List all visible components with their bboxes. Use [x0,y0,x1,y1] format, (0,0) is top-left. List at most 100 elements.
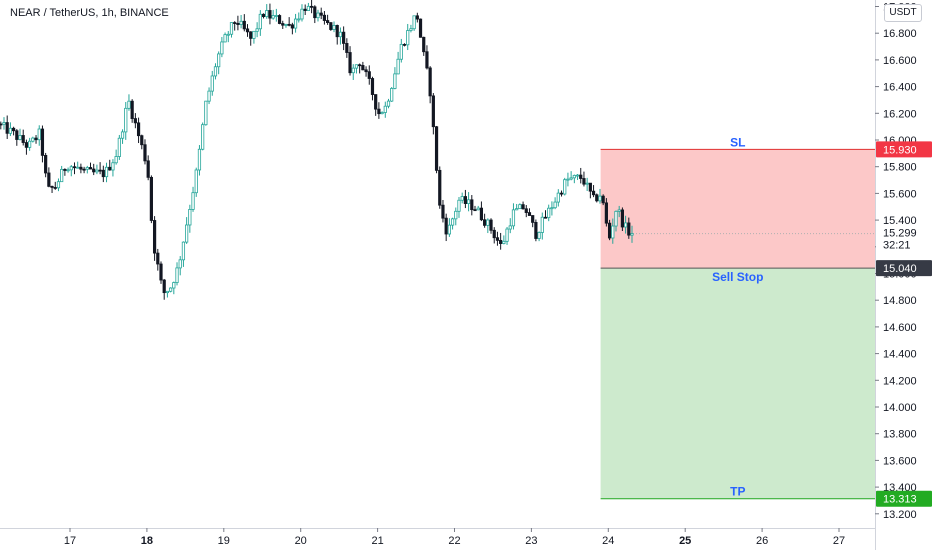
candle [569,171,573,181]
candle-body [245,28,250,33]
candle [88,162,93,170]
candle-body [34,137,38,141]
candle-body [611,225,615,239]
candle [630,225,634,243]
candle [470,195,474,216]
candle-body [213,66,218,77]
candle [335,24,339,45]
candle-body [390,88,394,102]
candle [152,216,157,261]
candle [249,31,253,46]
candle [515,203,519,211]
candle-body [98,169,102,172]
candle [185,217,189,244]
candle-body [204,100,208,126]
candle [210,70,214,96]
symbol-title[interactable]: NEAR / TetherUS, 1h, BINANCE [8,7,171,19]
candle [367,65,371,85]
candle-body [66,169,70,172]
time-tick-label: 22 [448,535,460,547]
tp-label: TP [730,485,745,499]
candle [159,261,163,284]
candle-body [422,36,426,53]
candle-body [60,168,64,183]
candle-body [447,224,451,235]
candle-body [575,174,580,177]
tp-price-tag-bg [876,490,932,507]
candle [345,38,349,58]
price-tick-label: 14.400 [883,349,917,361]
candle [15,129,19,146]
candle [550,201,554,216]
candle-body [450,218,455,226]
candle-body [425,51,429,69]
candle-body [527,212,532,216]
candle-body [524,208,528,213]
candle-body [88,167,93,170]
candle [463,189,467,209]
candle-body [149,176,153,221]
candle [370,76,375,101]
candle-body [591,190,596,196]
candle-body [47,172,51,187]
candle-body [220,41,224,55]
candle [197,145,202,176]
candle [534,219,538,242]
candle [252,30,256,44]
candle [412,15,416,31]
candle [8,122,13,137]
candle [239,15,243,29]
position-labels: SL Sell Stop TP [712,135,763,498]
candle-body [380,112,384,115]
candle-body [18,135,22,140]
sl-price-tag-bg [876,141,932,158]
candle [505,226,509,245]
stop-loss-zone[interactable] [600,149,875,269]
candle-body [399,43,403,60]
candle [620,207,624,231]
candle-body [444,217,448,235]
candles-group [0,0,634,300]
candle-body [466,199,471,204]
candle [56,178,61,192]
candle [358,63,362,74]
take-profit-zone[interactable] [600,268,875,499]
candle-body [146,160,150,178]
candle-body [342,31,346,44]
candle-body [120,131,125,139]
candle-body [563,179,567,195]
currency-button[interactable]: USDT [884,4,922,22]
candle [425,45,429,70]
price-tick-label: 13.600 [883,455,917,467]
candle-body [598,195,602,202]
candle-body [108,166,112,171]
candle-body [370,78,375,95]
candle-body [505,228,509,242]
candle [396,51,400,75]
time-tick-label: 19 [218,535,230,547]
candle [326,14,330,25]
candle [47,167,51,188]
time-axis[interactable]: 17 18 19 20 21 22 23 24 25 26 27 [0,528,875,550]
candle-body [617,209,621,212]
candle [229,22,234,38]
candle [604,198,608,227]
candle-body [191,192,195,210]
sell-stop-label: Sell Stop [712,270,763,284]
candle-body [595,194,599,202]
time-tick-label: 27 [833,535,845,547]
candle [342,26,346,51]
candle-body [396,58,400,75]
candle [287,17,291,27]
candle [165,290,170,298]
candle [585,177,589,192]
candle-body [114,156,118,164]
price-tick-label: 15.600 [883,188,917,200]
candle-body [406,30,410,46]
sl-label: SL [730,135,745,149]
candle [524,205,528,218]
candle [66,167,70,173]
candle-body [159,263,163,281]
